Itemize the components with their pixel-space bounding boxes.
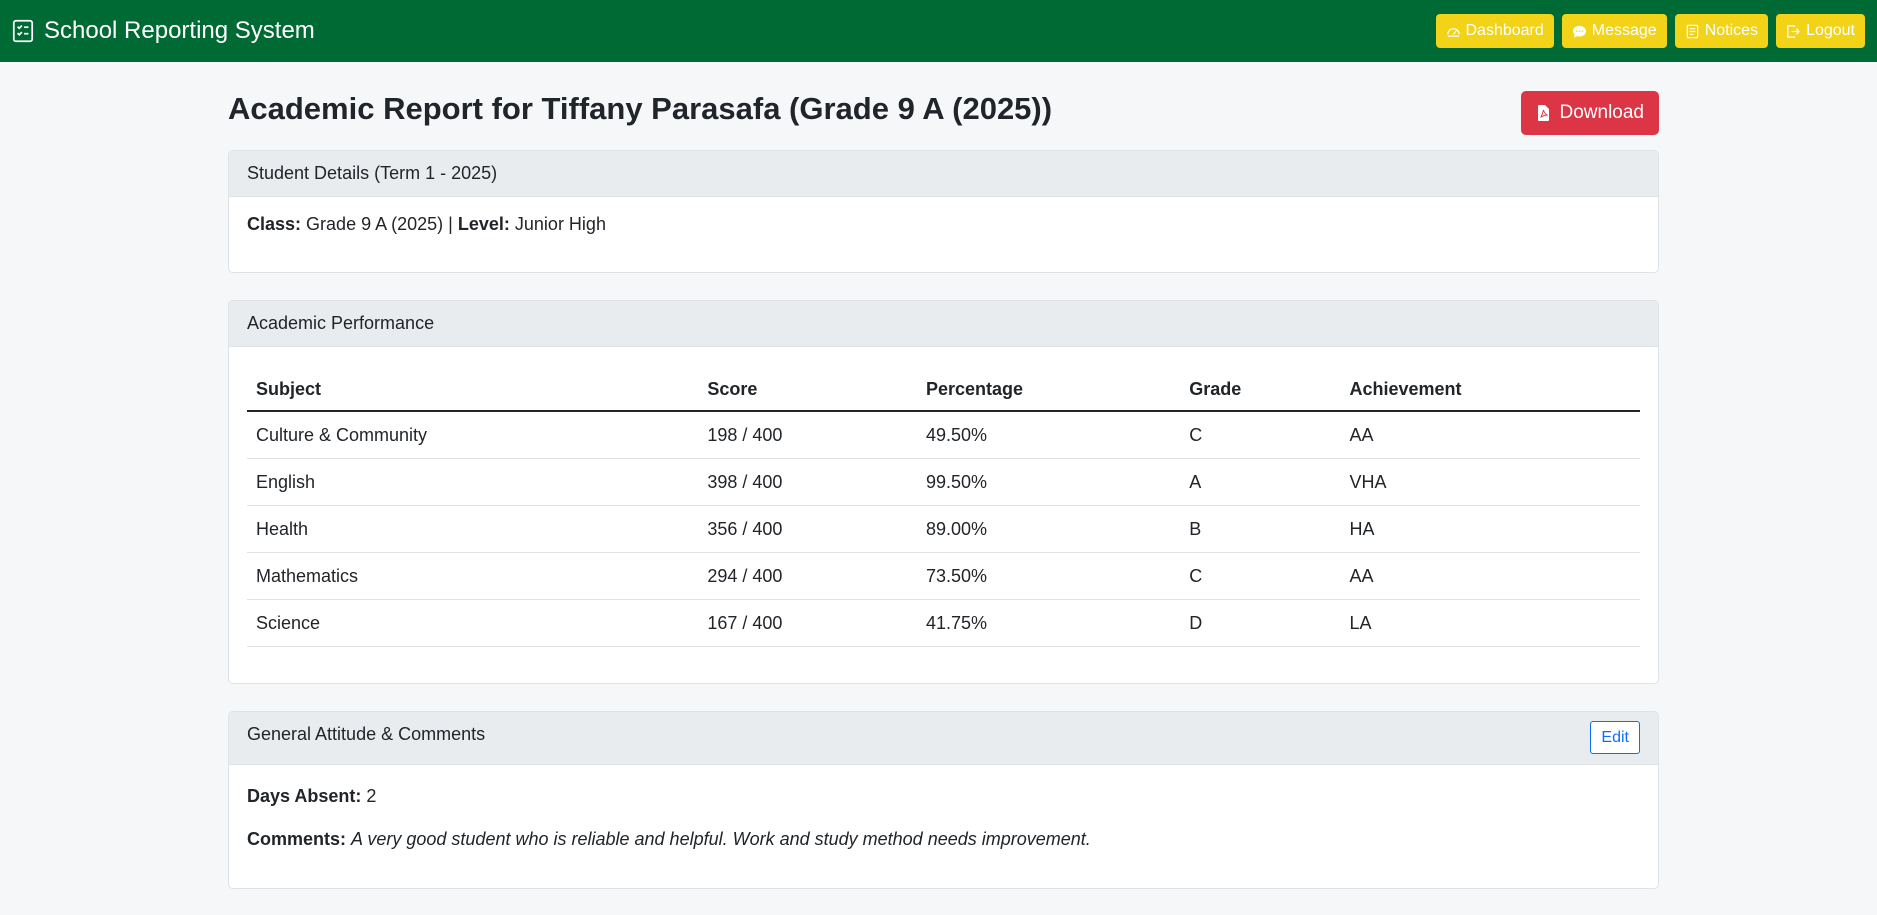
achievement-cell: AA <box>1340 411 1640 459</box>
percentage-cell: 73.50% <box>917 552 1181 600</box>
percentage-cell: 41.75% <box>917 599 1181 647</box>
speedometer-icon <box>1446 27 1460 37</box>
percentage-cell: 49.50% <box>917 411 1181 459</box>
separator: | <box>448 214 453 234</box>
report-header: Academic Report for Tiffany Parasafa (Gr… <box>228 90 1659 135</box>
level-label: Level: <box>457 214 510 234</box>
percentage-cell: 89.00% <box>917 505 1181 553</box>
academic-performance-body: Subject Score Percentage Grade Achieveme… <box>229 347 1658 683</box>
subject-cell: Health <box>247 505 699 553</box>
grade-cell: D <box>1180 599 1341 647</box>
percentage-cell: 99.50% <box>917 458 1181 506</box>
achievement-cell: HA <box>1340 505 1640 553</box>
days-absent-label: Days Absent: <box>247 786 362 806</box>
days-absent: Days Absent: 2 <box>247 786 1640 807</box>
subject-cell: Culture & Community <box>247 411 699 459</box>
logout-icon <box>1787 24 1801 38</box>
subject-cell: English <box>247 458 699 506</box>
logout-label: Logout <box>1806 22 1855 39</box>
academic-performance-header: Academic Performance <box>229 301 1658 347</box>
days-absent-value: 2 <box>366 786 377 806</box>
table-row: Culture & Community 198 / 400 49.50% C A… <box>247 411 1640 459</box>
column-header-grade: Grade <box>1180 367 1341 412</box>
comments: Comments: A very good student who is rel… <box>247 829 1640 850</box>
grade-cell: C <box>1180 552 1341 600</box>
nav-buttons: Dashboard Message Notices Logout <box>1435 14 1865 48</box>
attitude-comments-body: Days Absent: 2 Comments: A very good stu… <box>229 765 1658 888</box>
table-header-row: Subject Score Percentage Grade Achieveme… <box>247 367 1640 412</box>
grade-cell: B <box>1180 505 1341 553</box>
main-content: Academic Report for Tiffany Parasafa (Gr… <box>228 62 1659 889</box>
score-cell: 294 / 400 <box>698 552 918 600</box>
pdf-file-icon <box>1537 105 1549 121</box>
download-button[interactable]: Download <box>1520 91 1659 135</box>
academic-performance-card: Academic Performance Subject Score Perce… <box>228 300 1659 684</box>
class-value: Grade 9 A (2025) <box>306 214 444 234</box>
attitude-comments-title: General Attitude & Comments <box>247 724 486 744</box>
column-header-achievement: Achievement <box>1340 367 1640 412</box>
student-details-card: Student Details (Term 1 - 2025) Class: G… <box>228 150 1659 273</box>
brand-name: School Reporting System <box>44 17 315 44</box>
column-header-score: Score <box>698 367 918 412</box>
chat-icon <box>1572 25 1586 38</box>
academic-performance-title: Academic Performance <box>247 313 435 333</box>
comments-text: A very good student who is reliable and … <box>351 829 1091 849</box>
logout-button[interactable]: Logout <box>1776 14 1865 48</box>
comments-label: Comments: <box>247 829 347 849</box>
achievement-cell: VHA <box>1340 458 1640 506</box>
edit-button[interactable]: Edit <box>1590 721 1640 754</box>
dashboard-button[interactable]: Dashboard <box>1435 14 1554 48</box>
grades-table: Subject Score Percentage Grade Achieveme… <box>247 367 1640 647</box>
page-title: Academic Report for Tiffany Parasafa (Gr… <box>228 91 1053 126</box>
checklist-icon <box>10 18 36 44</box>
column-header-percentage: Percentage <box>917 367 1181 412</box>
message-button[interactable]: Message <box>1561 14 1667 48</box>
download-label: Download <box>1559 102 1645 123</box>
score-cell: 398 / 400 <box>698 458 918 506</box>
attitude-comments-header: General Attitude & Comments Edit <box>229 712 1658 765</box>
subject-cell: Mathematics <box>247 552 699 600</box>
level-value: Junior High <box>514 214 606 234</box>
notices-label: Notices <box>1704 22 1759 39</box>
subject-cell: Science <box>247 599 699 647</box>
score-cell: 198 / 400 <box>698 411 918 459</box>
score-cell: 167 / 400 <box>698 599 918 647</box>
score-cell: 356 / 400 <box>698 505 918 553</box>
notices-button[interactable]: Notices <box>1674 14 1769 48</box>
grade-cell: C <box>1180 411 1341 459</box>
table-row: English 398 / 400 99.50% A VHA <box>247 458 1640 506</box>
brand[interactable]: School Reporting System <box>10 17 315 45</box>
top-navbar: School Reporting System Dashboard Messag… <box>0 0 1877 62</box>
table-row: Health 356 / 400 89.00% B HA <box>247 505 1640 553</box>
grade-cell: A <box>1180 458 1341 506</box>
notes-icon <box>1686 24 1698 38</box>
message-label: Message <box>1591 22 1657 39</box>
class-label: Class: <box>247 214 302 234</box>
student-details-header: Student Details (Term 1 - 2025) <box>229 151 1658 197</box>
table-row: Science 167 / 400 41.75% D LA <box>247 599 1640 647</box>
achievement-cell: AA <box>1340 552 1640 600</box>
student-details-body: Class: Grade 9 A (2025) | Level: Junior … <box>229 197 1658 272</box>
table-row: Mathematics 294 / 400 73.50% C AA <box>247 552 1640 600</box>
student-details-title: Student Details (Term 1 - 2025) <box>247 163 498 183</box>
attitude-comments-card: General Attitude & Comments Edit Days Ab… <box>228 711 1659 889</box>
column-header-subject: Subject <box>247 367 699 412</box>
dashboard-label: Dashboard <box>1465 22 1544 39</box>
achievement-cell: LA <box>1340 599 1640 647</box>
